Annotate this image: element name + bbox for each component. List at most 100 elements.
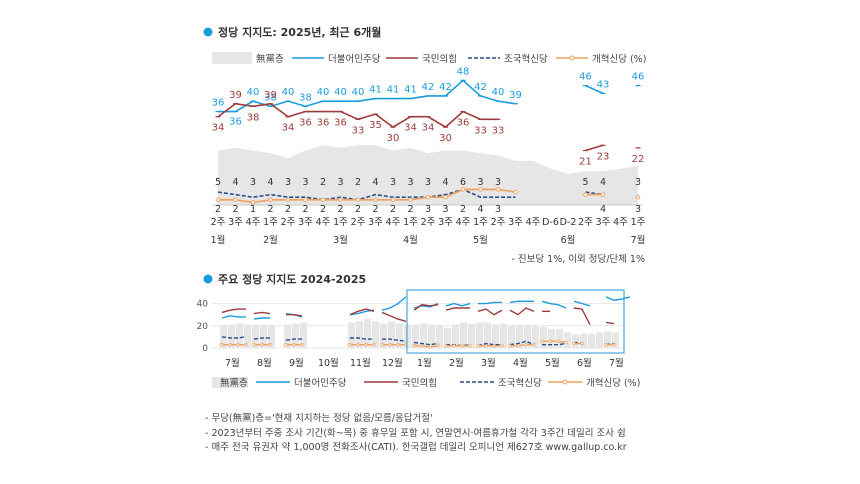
- y-tick-label: 0: [202, 344, 208, 354]
- bar-none: [604, 331, 611, 348]
- legend-bottom: 無黨층 더불어민주당 국민의힘 조국혁신당 개혁신당 (%): [212, 377, 640, 389]
- legend-label-dem: 더불어민주당: [328, 54, 381, 65]
- value-label-rebuild: 3: [390, 177, 396, 188]
- value-label-rebuild: 6: [460, 177, 466, 188]
- line2-rebuild: [253, 337, 270, 340]
- value-label-reform: 3: [495, 204, 501, 215]
- point2-reform: [252, 343, 256, 347]
- point2-reform: [260, 343, 264, 347]
- line2-dem: [381, 296, 407, 311]
- value-label-rebuild: 4: [442, 177, 448, 188]
- x-tick-label: 4주: [456, 217, 471, 228]
- month-label: 7월: [631, 234, 646, 246]
- line2-dem: [253, 317, 270, 320]
- value-label-ppp: 23: [597, 151, 610, 162]
- bar-none: [260, 324, 267, 348]
- value-label-ppp: 30: [387, 133, 400, 144]
- line2-rebuild: [509, 340, 535, 346]
- value-label-rebuild: 3: [302, 177, 308, 188]
- point-reform: [233, 197, 238, 203]
- value-label-rebuild: 5: [582, 177, 588, 188]
- footnote-line: - 무당(無黨)층='현재 지지하는 정당 없음/모름/응답거절': [205, 413, 433, 424]
- point2-reform: [300, 343, 304, 347]
- point2-reform: [532, 343, 536, 347]
- line2-reform: [414, 345, 439, 348]
- point2-reform: [388, 343, 392, 347]
- x-tick-label: 4주: [526, 217, 541, 228]
- legend-label-reform: 개혁신당 (%): [592, 54, 646, 65]
- value-label-reform: 2: [232, 204, 238, 215]
- value-label-reform: 4: [477, 204, 483, 215]
- month-label-2: 9월: [289, 357, 304, 369]
- bar-none: [524, 324, 531, 348]
- point2-reform: [508, 344, 512, 348]
- x-tick-label: 2주: [421, 217, 436, 228]
- value-label-dem: 38: [264, 92, 277, 103]
- bar-none: [476, 322, 483, 348]
- line2-ppp: [413, 303, 439, 311]
- line2-ppp: [445, 307, 470, 311]
- point-reform: [390, 197, 396, 203]
- x-tick-label: 1주: [473, 217, 488, 228]
- value-label-rebuild: 4: [600, 177, 606, 188]
- value-label-rebuild: 3: [337, 177, 343, 188]
- x-tick-label: 4주: [613, 217, 628, 228]
- point-reform: [338, 197, 343, 203]
- x-tick-label: 2주: [491, 217, 506, 228]
- point-reform: [303, 197, 308, 203]
- bar-none: [492, 324, 499, 348]
- point-reform: [250, 200, 256, 205]
- value-label-reform: 2: [215, 204, 221, 215]
- month-label-2: 1월: [417, 357, 432, 369]
- value-label-ppp: 39: [229, 90, 242, 101]
- value-label-ppp: 36: [317, 118, 330, 129]
- point2-reform: [516, 344, 520, 348]
- value-label-reform: 3: [425, 204, 431, 215]
- value-label-rebuild: 3: [285, 177, 291, 188]
- month-label-2: 7월: [225, 357, 240, 369]
- value-label-reform: 4: [600, 204, 606, 215]
- point-reform: [215, 197, 221, 203]
- bar-none: [372, 321, 379, 348]
- point2-reform: [236, 343, 240, 347]
- legend-label-ppp: 국민의힘: [422, 54, 457, 65]
- value-label-dem: 42: [474, 82, 487, 93]
- legend-label-none: 無黨층: [256, 53, 284, 65]
- point2-reform: [292, 343, 296, 347]
- value-label-dem: 36: [229, 117, 242, 128]
- bar-none: [268, 325, 275, 348]
- line2-rebuild: [477, 342, 502, 347]
- line2-ppp: [349, 308, 375, 316]
- bar-none: [364, 319, 371, 348]
- point-reform: [425, 194, 431, 200]
- line2-ppp: [221, 308, 246, 314]
- x-tick-label: 3주: [368, 217, 383, 228]
- x-tick-label: 2주: [351, 217, 366, 228]
- x-tick-label: 2주: [281, 217, 296, 228]
- bar-none: [588, 333, 595, 348]
- point2-reform: [572, 341, 576, 346]
- x-tick-label: 1주: [333, 217, 348, 228]
- month-label-2: 10월: [318, 357, 339, 369]
- point2-reform: [356, 343, 360, 347]
- month-label: 6월: [561, 234, 576, 246]
- line2-ppp: [605, 321, 615, 325]
- month-label-2: 8월: [257, 357, 272, 369]
- value-label-reform: 2: [355, 204, 361, 215]
- x-tick-label: 1주: [263, 217, 278, 228]
- bar-none: [580, 333, 587, 348]
- bar-none: [500, 323, 507, 348]
- chart-2024-2025: 0 20 40 7월 8월 9월 10월 11월 12월 1월 2월 3월 4월 5월 6월 7월: [197, 289, 631, 369]
- value-label-ppp: 38: [247, 112, 260, 123]
- point-reform: [583, 192, 588, 197]
- value-label-dem: 36: [212, 98, 225, 109]
- area-none: [218, 145, 638, 205]
- value-label-ppp: 34: [422, 123, 435, 134]
- line2-rebuild: [382, 338, 407, 343]
- legend2-marker-reform: [562, 379, 568, 385]
- legend2-label-dem: 더불어민주당: [294, 378, 347, 389]
- bar-none: [284, 324, 291, 348]
- value-label-reform: 2: [320, 204, 326, 215]
